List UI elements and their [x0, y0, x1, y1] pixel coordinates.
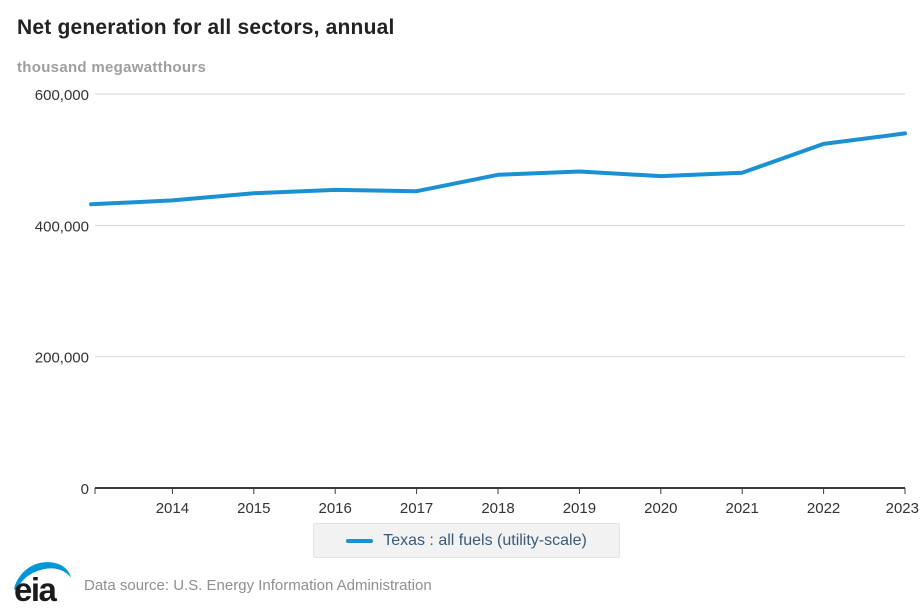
eia-logo-text: eia: [14, 571, 58, 604]
eia-logo: eia: [14, 562, 71, 604]
x-axis-tick-label: 2023: [886, 500, 919, 517]
legend-line-swatch: [346, 538, 374, 543]
eia-logo-swoosh-icon: [14, 562, 71, 591]
legend-item-texas[interactable]: Texas : all fuels (utility-scale): [346, 532, 587, 550]
x-axis-tick-label: 2017: [400, 500, 433, 517]
legend-label: Texas : all fuels (utility-scale): [383, 531, 587, 549]
data-source-text: Data source: U.S. Energy Information Adm…: [84, 577, 432, 594]
y-axis-tick-label: 400,000: [35, 218, 89, 235]
x-axis-tick-label: 2019: [563, 500, 596, 517]
x-axis-tick-label: 2022: [807, 500, 840, 517]
chart-title: Net generation for all sectors, annual: [17, 16, 395, 39]
x-axis-tick-label: 2015: [237, 500, 270, 517]
y-axis-tick-label: 600,000: [35, 87, 89, 104]
series-line-texas: [89, 131, 907, 207]
x-axis-tick-label: 2016: [319, 500, 352, 517]
chart-units-subtitle: thousand megawatthours: [17, 59, 207, 76]
legend: Texas : all fuels (utility-scale): [313, 523, 620, 558]
x-axis-tick-label: 2014: [156, 500, 189, 517]
y-axis-tick-label: 0: [81, 481, 89, 498]
x-axis-tick-label: 2018: [481, 500, 514, 517]
x-axis-tick-label: 2021: [726, 500, 759, 517]
y-axis-tick-label: 200,000: [35, 350, 89, 367]
x-axis-tick-label: 2020: [644, 500, 677, 517]
